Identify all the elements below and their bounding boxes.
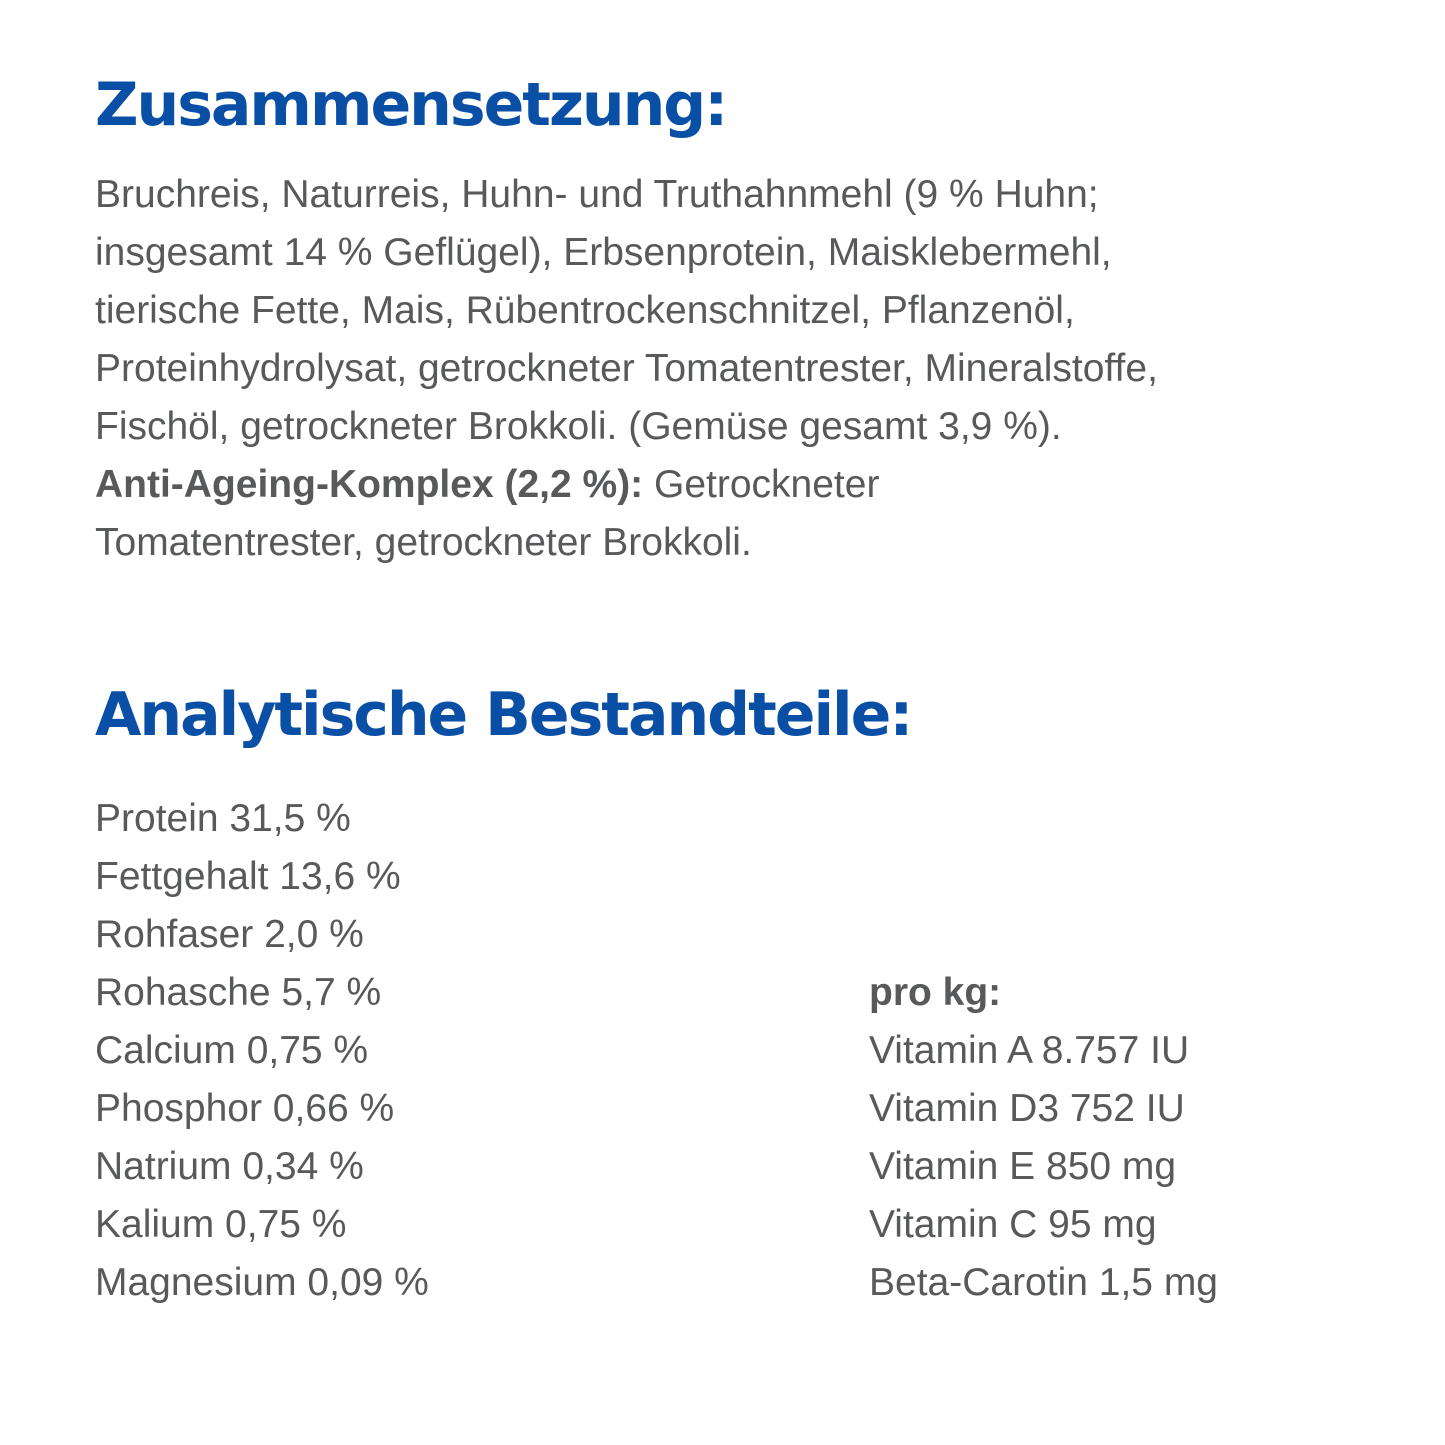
composition-line: Fischöl, getrockneter Brokkoli. (Gemüse … [95,405,1062,448]
analytics-item: Rohasche 5,7 % [95,971,382,1014]
vitamin-item: Vitamin A 8.757 IU [869,1029,1190,1072]
analytics-item: Fettgehalt 13,6 % [95,855,401,898]
analytics-item: Magnesium 0,09 % [95,1261,429,1304]
composition-line: insgesamt 14 % Geflügel), Erbsenprotein,… [95,231,1112,274]
vitamin-item: Beta-Carotin 1,5 mg [869,1261,1219,1304]
analytics-heading: Analytische Bestandteile: [95,680,913,750]
analytics-item: Phosphor 0,66 % [95,1087,395,1130]
vitamin-item: Vitamin E 850 mg [869,1145,1177,1188]
anti-ageing-text: Getrockneter [643,463,880,506]
anti-ageing-line-2: Tomatentrester, getrockneter Brokkoli. [95,521,752,564]
composition-heading: Zusammensetzung: [95,70,728,140]
vitamins-title: pro kg: [869,971,1002,1014]
composition-line: tierische Fette, Mais, Rübentrockenschni… [95,289,1075,332]
vitamin-item: Vitamin C 95 mg [869,1203,1157,1246]
analytics-list: Protein 31,5 % Fettgehalt 13,6 % Rohfase… [95,790,429,1312]
composition-text: Bruchreis, Naturreis, Huhn- und Truthahn… [95,166,1395,572]
analytics-item: Calcium 0,75 % [95,1029,369,1072]
analytics-item: Natrium 0,34 % [95,1145,364,1188]
analytics-item: Rohfaser 2,0 % [95,913,364,956]
analytics-item: Protein 31,5 % [95,797,351,840]
analytics-item: Kalium 0,75 % [95,1203,347,1246]
anti-ageing-label: Anti-Ageing-Komplex (2,2 %): [95,463,644,506]
composition-line: Bruchreis, Naturreis, Huhn- und Truthahn… [95,173,1099,216]
composition-line: Proteinhydrolysat, getrockneter Tomatent… [95,347,1158,390]
vitamin-item: Vitamin D3 752 IU [869,1087,1185,1130]
vitamins-list: pro kg: Vitamin A 8.757 IU Vitamin D3 75… [869,964,1218,1312]
anti-ageing-line: Anti-Ageing-Komplex (2,2 %): Getrocknete… [95,456,1395,514]
